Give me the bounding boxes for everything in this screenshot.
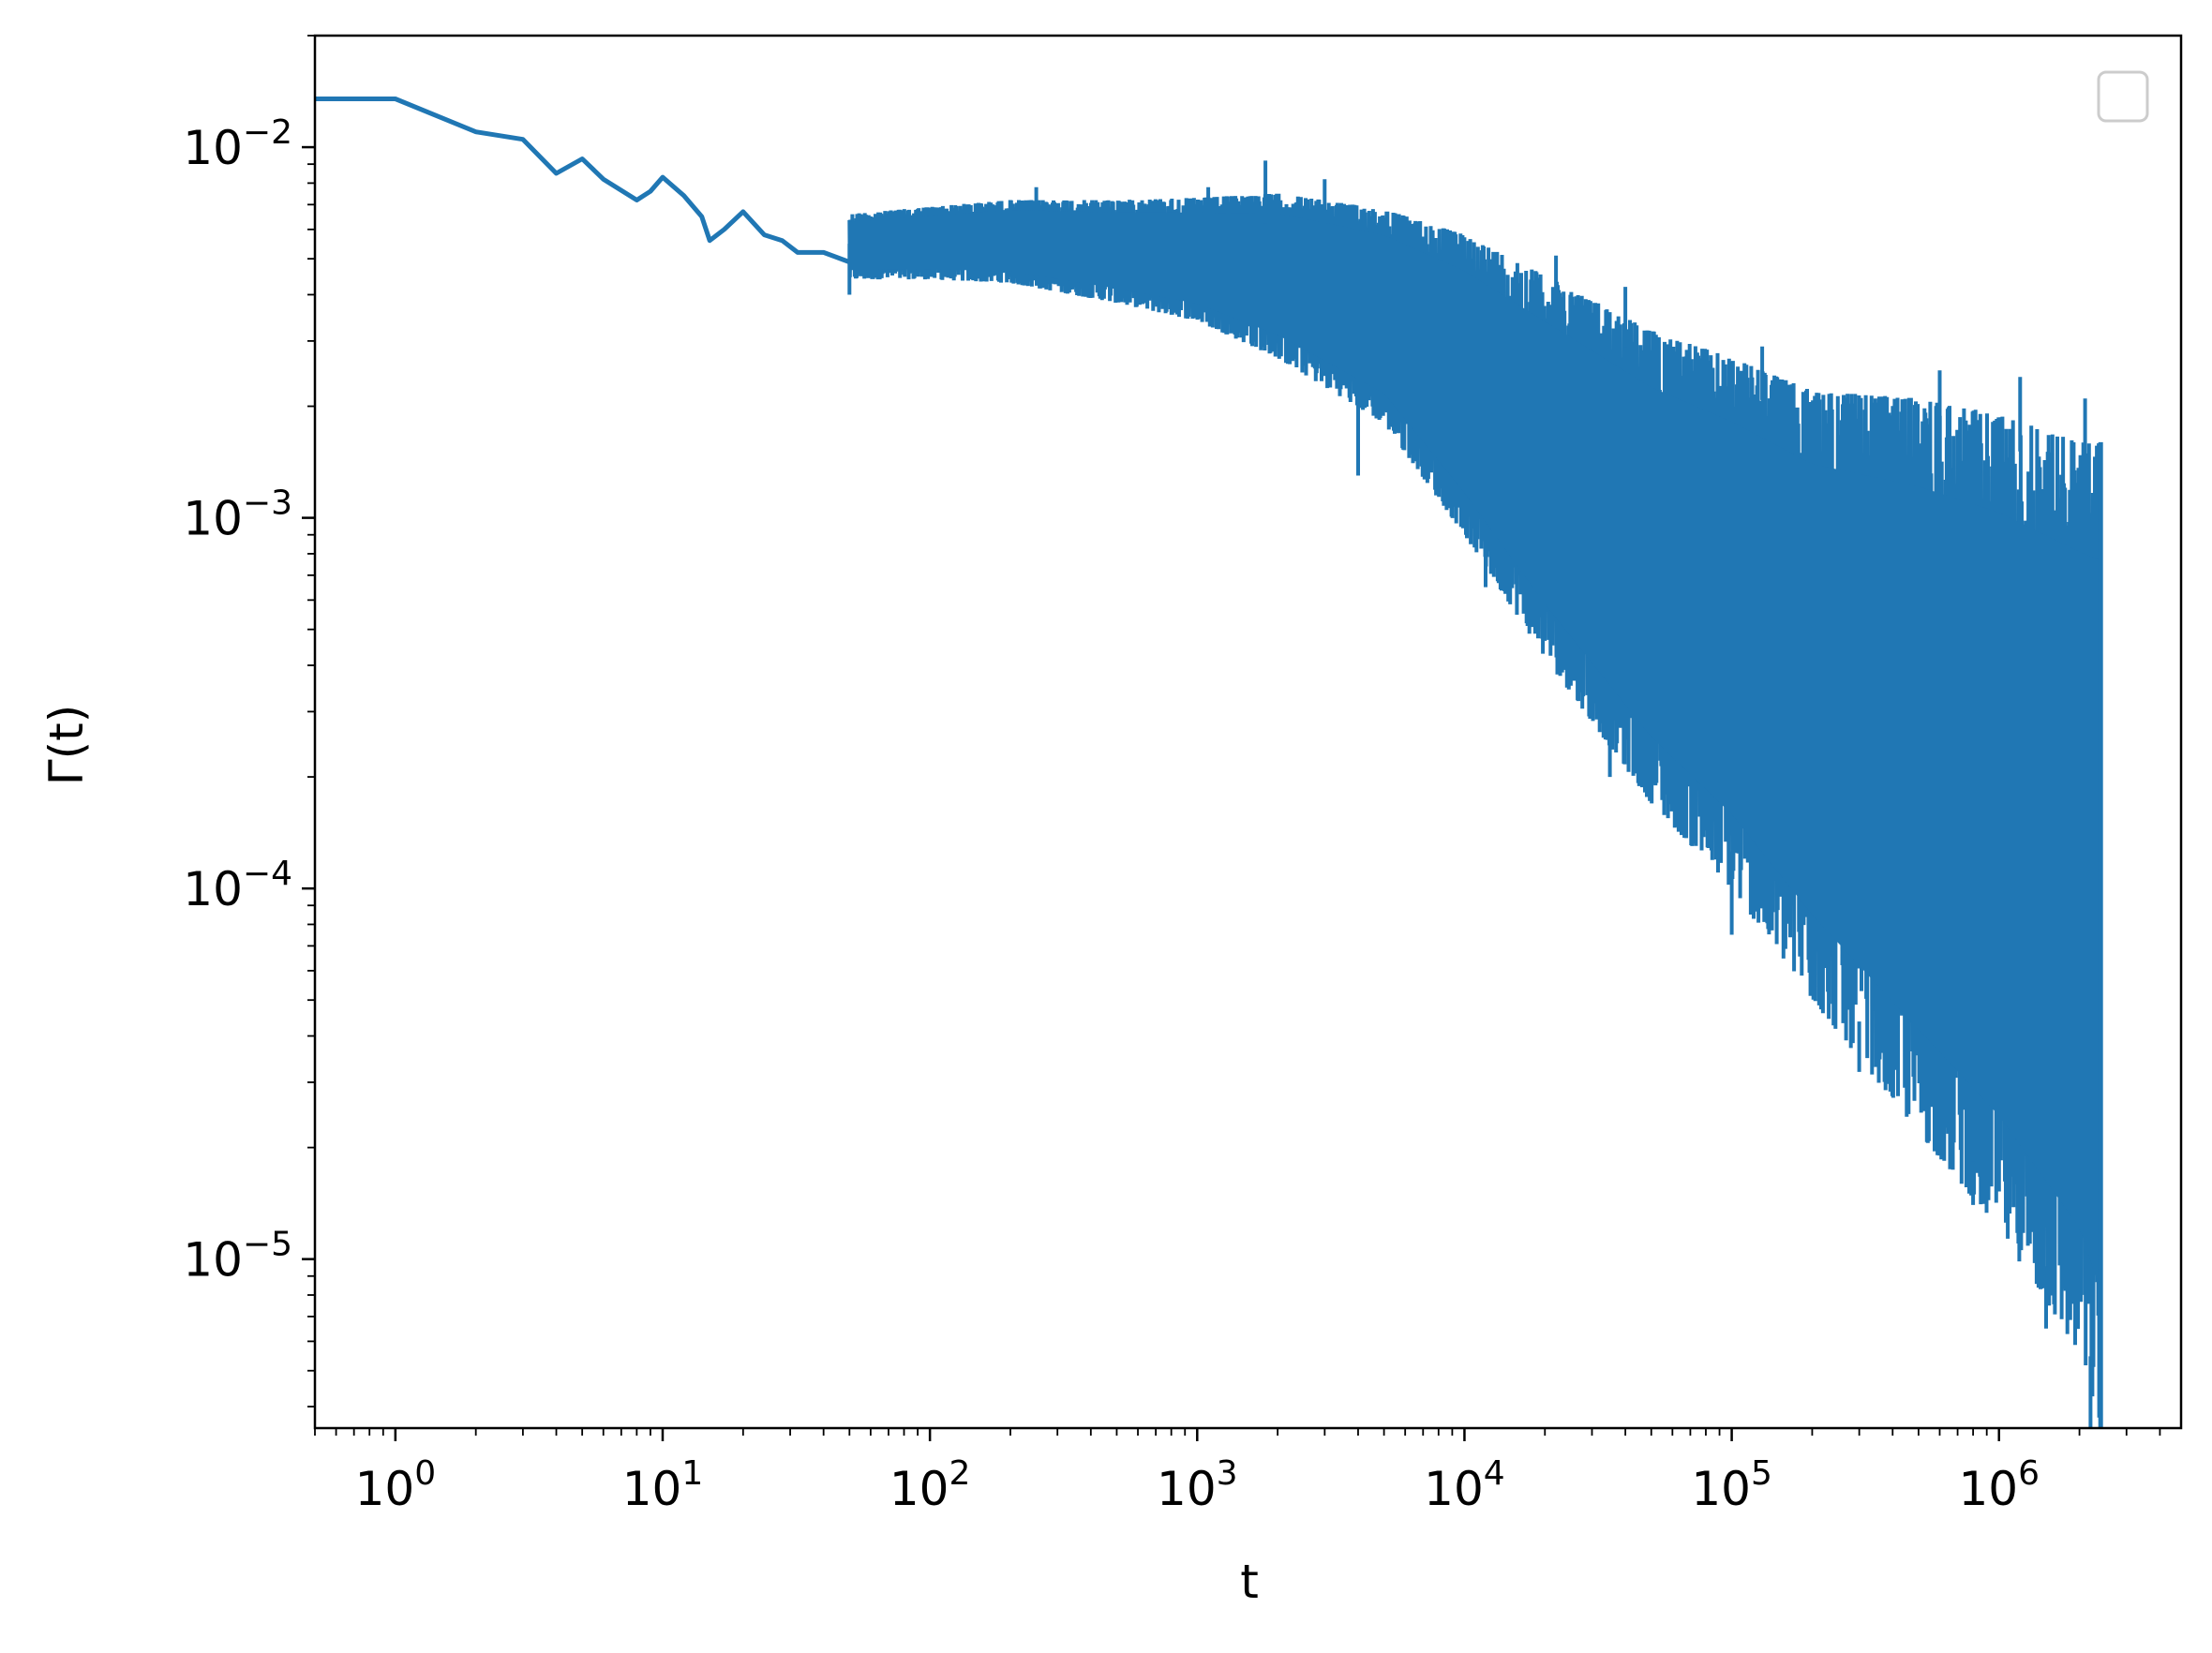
y-tick-label: 10−3 xyxy=(183,484,292,546)
x-axis-label: t xyxy=(1240,1555,1259,1609)
x-tick-label: 103 xyxy=(1157,1454,1238,1516)
y-tick-label-base: 10 xyxy=(183,492,243,546)
plot-frame xyxy=(313,34,2183,1430)
x-tick-label-exponent: 1 xyxy=(681,1454,703,1493)
y-tick-label: 10−5 xyxy=(183,1226,292,1288)
x-tick-label-base: 10 xyxy=(1958,1462,2018,1516)
x-tick-label-exponent: 0 xyxy=(414,1454,436,1493)
legend-box xyxy=(2097,70,2149,123)
x-tick-label: 100 xyxy=(355,1454,437,1516)
x-tick-label: 106 xyxy=(1958,1454,2040,1516)
y-tick-label: 10−4 xyxy=(183,855,292,916)
x-tick-label-base: 10 xyxy=(889,1462,949,1516)
x-tick-label-exponent: 5 xyxy=(1751,1454,1772,1493)
x-tick-label: 102 xyxy=(889,1454,971,1516)
data-group xyxy=(315,97,2103,1428)
x-tick-label-base: 10 xyxy=(1157,1462,1217,1516)
x-tick-label-base: 10 xyxy=(1691,1462,1751,1516)
x-tick-label-exponent: 4 xyxy=(1484,1454,1505,1493)
y-tick-label: 10−2 xyxy=(183,113,292,175)
y-tick-label-base: 10 xyxy=(183,121,243,175)
x-tick-label-base: 10 xyxy=(1424,1462,1484,1516)
y-axis-label: Γ(t) xyxy=(39,705,94,785)
x-tick-label-exponent: 6 xyxy=(2018,1454,2040,1493)
x-tick-label-base: 10 xyxy=(622,1462,682,1516)
y-tick-label-exponent: −2 xyxy=(243,113,292,152)
series-band-fill xyxy=(849,210,2101,1290)
x-tick-label: 104 xyxy=(1424,1454,1505,1516)
x-tick-label-exponent: 3 xyxy=(1217,1454,1238,1493)
y-tick-label-exponent: −5 xyxy=(243,1226,292,1264)
y-tick-label-exponent: −3 xyxy=(243,484,292,523)
x-tick-label-base: 10 xyxy=(355,1462,415,1516)
y-tick-label-exponent: −4 xyxy=(243,855,292,893)
x-tick-label-exponent: 2 xyxy=(949,1454,970,1493)
x-tick-label: 101 xyxy=(622,1454,704,1516)
y-tick-label-base: 10 xyxy=(183,862,243,916)
plot-layer xyxy=(315,97,2103,1428)
x-tick-label: 105 xyxy=(1691,1454,1772,1516)
y-tick-label-base: 10 xyxy=(183,1233,243,1288)
series-line-early xyxy=(315,97,851,264)
